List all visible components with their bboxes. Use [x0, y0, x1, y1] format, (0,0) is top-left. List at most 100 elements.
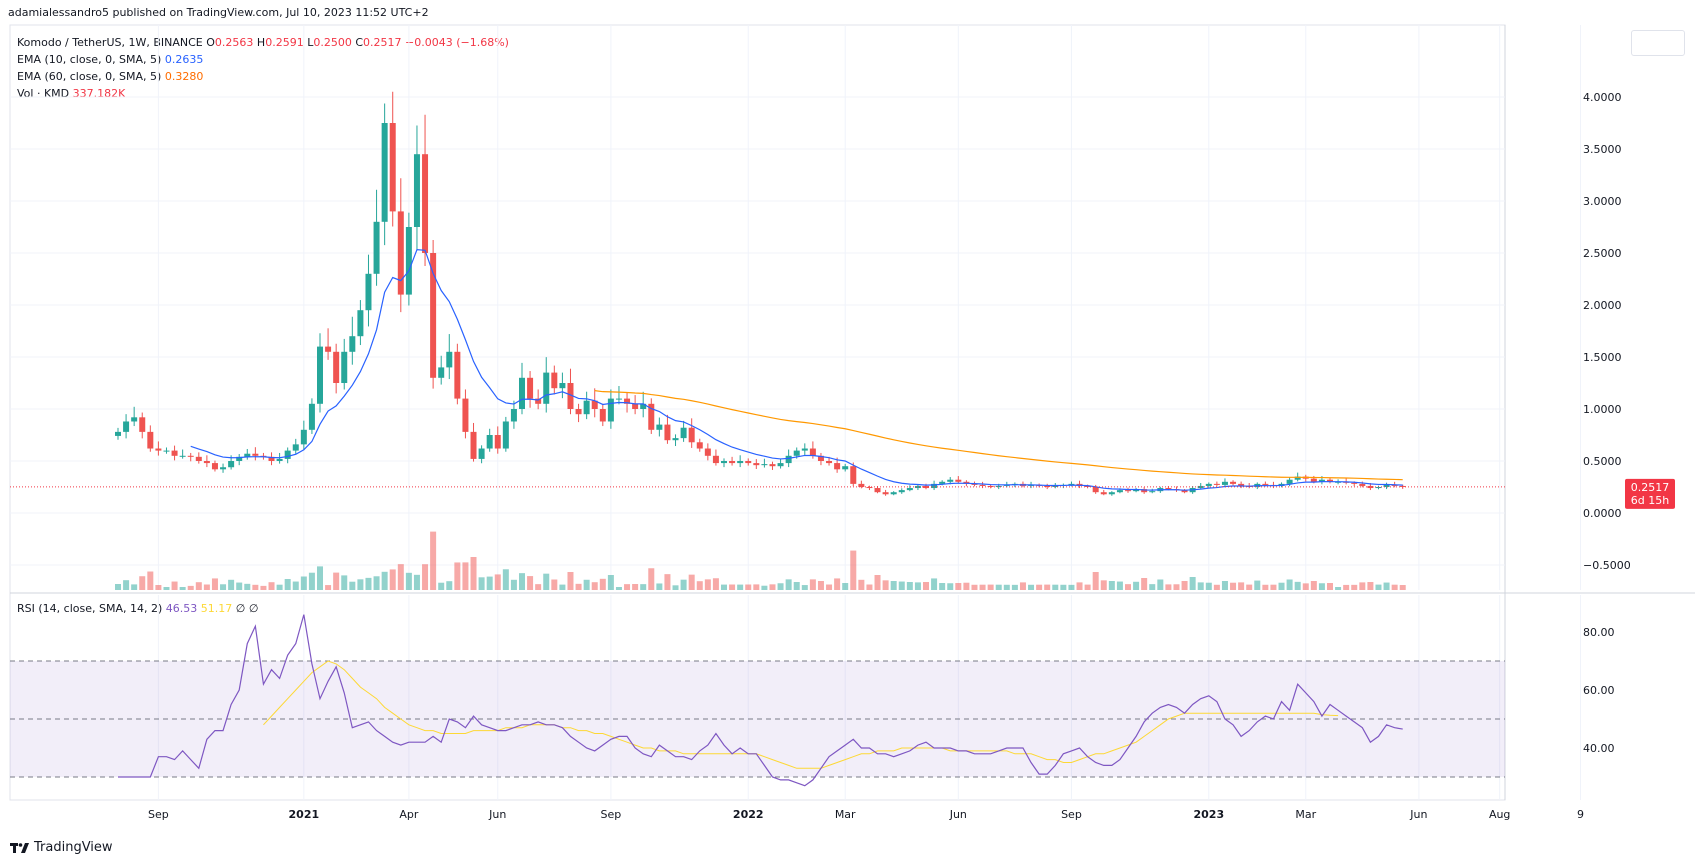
- volume-bar: [438, 582, 445, 590]
- candle-body: [373, 221, 380, 274]
- volume-bar: [422, 564, 429, 590]
- time-tick-label: 2022: [733, 808, 764, 821]
- candle-body: [979, 484, 986, 486]
- candle-body: [1116, 490, 1123, 493]
- volume-bar: [1108, 581, 1115, 590]
- volume-bar: [1343, 584, 1350, 590]
- volume-bar: [179, 587, 186, 590]
- candle-body: [268, 456, 275, 461]
- candle-body: [745, 461, 752, 464]
- candle-body: [785, 455, 792, 464]
- volume-bar: [333, 572, 340, 590]
- candle-body: [567, 383, 574, 409]
- volume-bar: [906, 582, 913, 590]
- volume-bar: [373, 576, 380, 590]
- candle-body: [721, 461, 727, 464]
- candle-body: [1351, 482, 1358, 484]
- volume-bar: [147, 571, 154, 590]
- volume-bar: [1133, 581, 1140, 590]
- candle-body: [470, 431, 477, 459]
- rsi-sma-line: [263, 660, 1339, 769]
- volume-bar: [163, 587, 170, 590]
- volume-bar: [963, 582, 970, 590]
- volume-bar: [923, 582, 929, 590]
- candle-body: [672, 438, 679, 441]
- time-tick-label: 2023: [1193, 808, 1224, 821]
- candle-body: [809, 448, 816, 456]
- volume-bar: [308, 572, 315, 590]
- volume-bar: [519, 573, 525, 590]
- volume-bar: [131, 584, 138, 590]
- volume-bar: [1278, 582, 1285, 590]
- time-tick-label: Sep: [148, 808, 169, 821]
- volume-bar: [535, 584, 542, 590]
- time-tick-label: Sep: [601, 808, 622, 821]
- price-tag-value: 0.2517: [1631, 481, 1670, 494]
- candle-body: [300, 429, 307, 445]
- volume-bar: [268, 582, 275, 590]
- candle-body: [632, 403, 639, 409]
- volume-bar: [817, 581, 824, 590]
- candle-body: [664, 424, 671, 441]
- candle-body: [583, 400, 590, 415]
- rsi-line: [118, 614, 1403, 787]
- candle-body: [1327, 479, 1333, 482]
- candle-body: [535, 398, 542, 404]
- tradingview-brand[interactable]: TradingView: [10, 840, 113, 855]
- volume-bar: [220, 584, 227, 590]
- volume-bar: [1351, 584, 1358, 590]
- ema10-row: EMA (10, close, 0, SMA, 5) 0.2635: [17, 51, 509, 68]
- settings-box[interactable]: [1631, 30, 1685, 56]
- volume-bar: [502, 569, 509, 590]
- price-axis: 4.0000 3.5000 3.0000 2.5000 2.0000 1.5000 1.00…: [1583, 91, 1631, 572]
- volume-bar: [826, 584, 833, 590]
- candle-body: [317, 346, 323, 404]
- volume-bar: [494, 574, 501, 590]
- price-tick-label: 3.5000: [1583, 143, 1622, 156]
- volume-bar: [397, 564, 404, 590]
- candle-body: [1262, 483, 1269, 485]
- candle-body: [446, 351, 453, 368]
- volume-bar: [777, 583, 784, 590]
- candle-body: [333, 351, 340, 383]
- time-tick-label: Mar: [835, 808, 856, 821]
- candle-body: [931, 483, 938, 489]
- volume-bar: [1310, 581, 1317, 590]
- rsi-label: RSI (14, close, SMA, 14, 2): [17, 602, 163, 615]
- volume-bar: [1125, 584, 1131, 590]
- volume-bar: [543, 573, 550, 590]
- candle-body: [349, 336, 356, 352]
- symbol-label: Komodo / TetherUS, 1W, BINANCE: [17, 36, 203, 49]
- volume-bar: [300, 576, 307, 590]
- volume-bar: [890, 581, 897, 590]
- candle-body: [688, 427, 695, 443]
- candle-body: [1221, 481, 1228, 485]
- candle-body: [761, 464, 768, 466]
- candle-body: [1092, 487, 1099, 493]
- candle-body: [147, 431, 154, 449]
- candle-body: [842, 466, 849, 470]
- rsi-axis: 80.00 60.00 40.00: [1583, 626, 1615, 755]
- candle-body: [898, 490, 905, 493]
- volume-bar: [317, 566, 323, 590]
- candle-body: [123, 421, 130, 432]
- volume-bar: [753, 584, 760, 590]
- volume-bar: [357, 579, 364, 590]
- volume-bar: [365, 577, 372, 590]
- volume-bar: [615, 587, 622, 590]
- volume-bar: [842, 583, 849, 590]
- volume-bar: [284, 579, 291, 590]
- volume-bar: [446, 581, 453, 590]
- price-tick-label: 0.5000: [1583, 455, 1622, 468]
- candle-body: [139, 417, 146, 432]
- volume-bar: [1302, 583, 1309, 590]
- volume-bar: [381, 571, 388, 590]
- candle-body: [1108, 492, 1115, 495]
- candle-body: [1318, 479, 1325, 482]
- volume-bar: [1157, 579, 1164, 590]
- candle-body: [801, 448, 808, 451]
- candle-body: [325, 346, 332, 352]
- volume-bar: [1100, 580, 1107, 590]
